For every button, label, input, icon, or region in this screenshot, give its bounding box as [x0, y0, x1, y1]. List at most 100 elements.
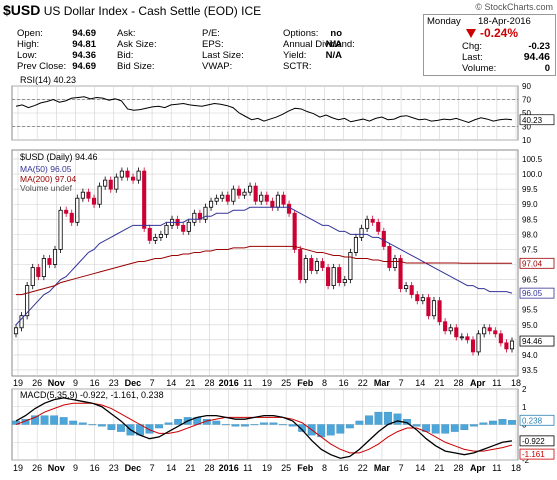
candle-body — [387, 246, 392, 268]
candle-body — [415, 294, 420, 302]
rsi-tick-label: 10 — [522, 136, 531, 145]
candle-body — [58, 209, 63, 250]
candle-body — [30, 267, 35, 286]
macd-signal-last-value-label: -1.161 — [522, 450, 545, 459]
macd-histogram-bar — [40, 415, 49, 425]
macd-histogram-bar — [164, 422, 173, 425]
macd-x-tick-label: Nov — [48, 463, 65, 473]
field-value-high: 94.81 — [72, 39, 96, 50]
candle-body — [509, 340, 515, 350]
candle-body — [281, 194, 286, 205]
quote-date: 18-Apr-2016 — [478, 16, 531, 27]
chg-label: Chg: — [462, 41, 483, 52]
candle-body — [158, 233, 163, 238]
candle-body — [437, 300, 442, 323]
macd-x-tick-label: 23 — [109, 463, 119, 473]
field-label-bid-size: Bid Size: — [117, 61, 155, 72]
field-label-high: High: — [17, 39, 40, 50]
price-tick-label: 95.5 — [522, 306, 538, 315]
field-label-open: Open: — [17, 28, 43, 39]
macd-x-tick-label: 16 — [339, 463, 349, 473]
macd-histogram-bar — [155, 424, 163, 429]
price-x-tick-label: 18 — [511, 378, 521, 388]
price-tick-label: 94.0 — [522, 351, 538, 360]
candle-body — [270, 200, 275, 208]
price-x-tick-label: 26 — [32, 378, 42, 388]
price-x-tick-label: 11 — [492, 378, 501, 388]
macd-histogram-bar — [498, 419, 507, 425]
macd-histogram-bar — [260, 422, 268, 425]
close-last-value-box — [519, 335, 555, 347]
candle-body — [47, 258, 52, 265]
macd-histogram-bar — [250, 424, 259, 426]
candle-body — [80, 191, 85, 199]
macd-histogram-bar — [345, 424, 354, 429]
field-label-yield: Yield: — [283, 50, 307, 61]
candle-body — [130, 176, 136, 181]
price-tick-label: 100.5 — [522, 155, 543, 164]
candle-body — [103, 179, 108, 187]
macd-histogram-bar — [441, 424, 450, 434]
macd-tick-label: 2 — [522, 385, 527, 394]
candle-body — [459, 336, 464, 339]
candle-body — [214, 197, 219, 202]
field-label-vwap: VWAP: — [202, 61, 233, 72]
macd-histogram-bar — [145, 424, 154, 434]
price-tick-label: 98.5 — [522, 215, 538, 224]
macd-line — [15, 397, 513, 459]
candle-body — [493, 330, 498, 335]
pct-change: -0.24% — [480, 26, 519, 40]
rsi-line — [15, 96, 513, 123]
price-x-tick-label: 8 — [322, 378, 327, 388]
macd-histogram-bar — [88, 424, 97, 426]
macd-histogram-bar — [241, 424, 249, 427]
rsi-tick-label: 70 — [522, 96, 531, 105]
candle-body — [236, 188, 241, 196]
macd-histogram-bar — [288, 424, 297, 427]
candle-body — [186, 221, 191, 232]
macd-histogram-bar — [355, 420, 364, 425]
candle-body — [470, 339, 476, 353]
candle-body — [231, 188, 236, 202]
candle-body — [209, 200, 214, 208]
price-tick-label: 99.0 — [522, 200, 538, 209]
price-tick-label: 95.0 — [522, 321, 538, 330]
down-arrow-icon — [466, 29, 476, 38]
candle-body — [248, 185, 253, 193]
price-x-tick-label: 23 — [109, 378, 119, 388]
macd-x-tick-label: 14 — [415, 463, 425, 473]
candle-body — [19, 315, 24, 329]
candle-body — [476, 333, 481, 353]
candle-body — [275, 194, 280, 208]
ma50-last-value-label: 96.05 — [522, 289, 543, 298]
price-legend-volume: Volume undef — [20, 183, 72, 193]
watermark: © StockCharts.com — [475, 2, 553, 12]
candle-body — [41, 258, 46, 277]
macd-x-tick-label: 26 — [32, 463, 42, 473]
price-x-tick-label: Apr — [470, 378, 486, 388]
candle-body — [303, 258, 308, 280]
field-value-yield: N/A — [325, 50, 342, 61]
candle-body — [203, 206, 208, 220]
exchange: ICE — [241, 4, 262, 18]
candle-body — [381, 230, 386, 247]
macd-x-tick-label: 7 — [399, 463, 404, 473]
macd-x-tick-label: Dec — [125, 463, 142, 473]
rsi-last-value-box — [519, 114, 555, 126]
macd-histogram-bar — [117, 424, 125, 432]
candle-body — [348, 252, 353, 280]
price-tick-label: 97.5 — [522, 245, 538, 254]
macd-tick-label: 1 — [522, 403, 527, 412]
macd-x-tick-label: 14 — [166, 463, 176, 473]
price-tick-label: 98.0 — [522, 230, 538, 239]
macd-x-tick-label: 25 — [281, 463, 291, 473]
candle-body — [147, 227, 152, 241]
volume-label: Volume: — [462, 63, 497, 74]
candle-body — [359, 227, 364, 238]
candle-body — [420, 297, 425, 302]
candle-body — [431, 300, 437, 317]
rsi-last-value-label: 40.23 — [522, 116, 543, 125]
price-x-tick-label: 25 — [281, 378, 291, 388]
macd-signal-last-value-box — [519, 448, 555, 460]
